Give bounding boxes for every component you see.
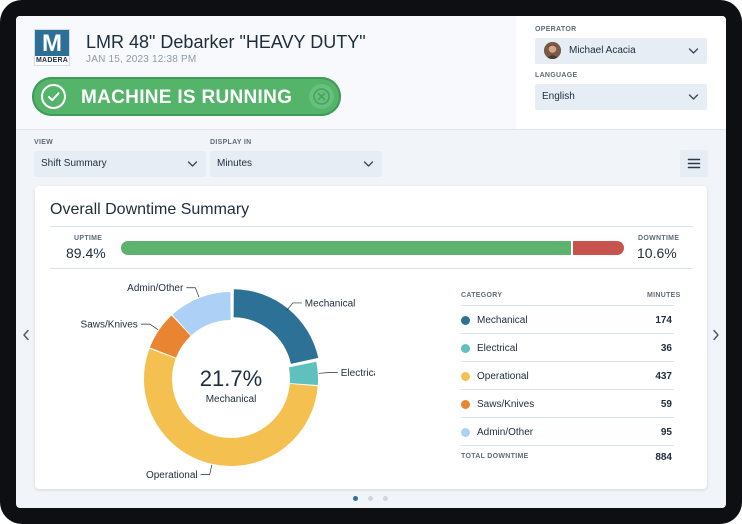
machine-status-text: MACHINE IS RUNNING [81,87,293,108]
donut-leader-line [318,372,338,374]
machine-title: LMR 48" Debarker "HEAVY DUTY" [86,32,366,52]
operator-label: OPERATOR [535,26,577,33]
logo-brand: MADERA [36,57,68,64]
category-minutes: 437 [655,371,672,382]
uptime-bar [121,241,624,255]
category-color-dot [461,316,470,325]
view-select[interactable]: Shift Summary [34,151,206,177]
total-downtime-label: TOTAL DOWNTIME [461,453,529,460]
display-label: DISPLAY IN [210,139,252,146]
uptime-bar-fill [121,241,571,255]
uptime-label: UPTIME [74,235,103,242]
divider [50,226,693,227]
page-indicator-dot[interactable] [383,496,388,501]
chevron-down-icon [187,159,198,169]
category-color-dot [461,428,470,437]
chevron-right-icon[interactable] [711,328,721,342]
donut-center-value: 21.7% [200,366,262,391]
donut-leader-line [140,323,159,331]
uptime-value: 89.4% [66,245,106,261]
app-screen: M MADERA LMR 48" Debarker "HEAVY DUTY" J… [16,16,726,508]
logo-letter: M [35,30,69,57]
donut-slice-label: Electrical [341,368,375,379]
settings-panel: OPERATOR Michael Acacia LANGUAGE English [516,16,726,130]
header-divider [16,129,726,130]
donut-slice-label: Saws/Knives [81,320,138,331]
divider [461,305,674,306]
donut-slice-saws-knives[interactable] [149,315,191,358]
downtime-value: 10.6% [637,245,677,261]
category-header: CATEGORY [461,292,503,299]
language-select[interactable]: English [535,84,707,110]
category-name: Admin/Other [477,427,534,438]
category-row[interactable]: Operational 437 [461,362,674,390]
display-select[interactable]: Minutes [210,151,382,177]
downtime-bar-fill [573,241,624,255]
chevron-left-icon[interactable] [21,328,31,342]
downtime-donut-chart: 21.7% Mechanical Mechanical Electrical Ope… [81,283,375,481]
close-circle-icon[interactable] [309,84,334,109]
chevron-down-icon [363,159,374,169]
chevron-down-icon [688,46,699,56]
donut-leader-line [186,287,200,298]
downtime-label: DOWNTIME [638,235,680,242]
category-minutes: 95 [660,427,672,438]
category-row[interactable]: Electrical 36 [461,334,674,362]
language-label: LANGUAGE [535,72,578,79]
category-row[interactable]: Mechanical 174 [461,306,674,334]
operator-avatar [544,42,561,59]
donut-slice-label: Mechanical [305,298,356,309]
hamburger-menu-icon[interactable] [680,150,708,177]
operator-name: Michael Acacia [569,45,636,56]
chevron-down-icon [688,92,699,102]
donut-center-label: Mechanical [206,394,257,405]
machine-header: M MADERA LMR 48" Debarker "HEAVY DUTY" J… [16,16,516,130]
donut-slice-mechanical[interactable] [233,289,319,364]
donut-slice-operational[interactable] [143,348,318,467]
machine-date: JAN 15, 2023 12:38 PM [86,54,197,65]
language-value: English [542,91,575,102]
donut-slice-label: Operational [146,470,198,481]
donut-leader-line [200,464,213,475]
category-name: Electrical [477,343,518,354]
view-label: VIEW [34,139,54,146]
category-name: Mechanical [477,315,528,326]
madera-logo: M MADERA [34,29,70,66]
page-indicator-dot[interactable] [368,496,373,501]
category-color-dot [461,344,470,353]
category-row[interactable]: Saws/Knives 59 [461,390,674,418]
category-name: Saws/Knives [477,399,535,410]
page-indicator-dot[interactable] [353,496,358,501]
check-circle-icon [41,84,66,109]
downtime-summary-card: Overall Downtime Summary UPTIME 89.4% DO… [35,186,707,489]
card-title: Overall Downtime Summary [50,201,250,218]
category-color-dot [461,372,470,381]
view-value: Shift Summary [41,158,107,169]
donut-slice-admin-other[interactable] [172,292,231,336]
machine-status-banner: MACHINE IS RUNNING [32,77,341,116]
donut-slice-label: Admin/Other [127,283,184,294]
category-color-dot [461,400,470,409]
divider [50,268,693,269]
minutes-header: MINUTES [647,292,681,299]
category-minutes: 36 [660,343,672,354]
total-downtime-value: 884 [655,452,672,463]
display-value: Minutes [217,158,253,169]
category-name: Operational [477,371,529,382]
category-minutes: 174 [655,315,672,326]
donut-slice-electrical[interactable] [288,361,318,386]
donut-leader-line [286,302,302,311]
category-row[interactable]: Admin/Other 95 [461,418,674,446]
operator-select[interactable]: Michael Acacia [535,38,707,64]
category-minutes: 59 [660,399,672,410]
